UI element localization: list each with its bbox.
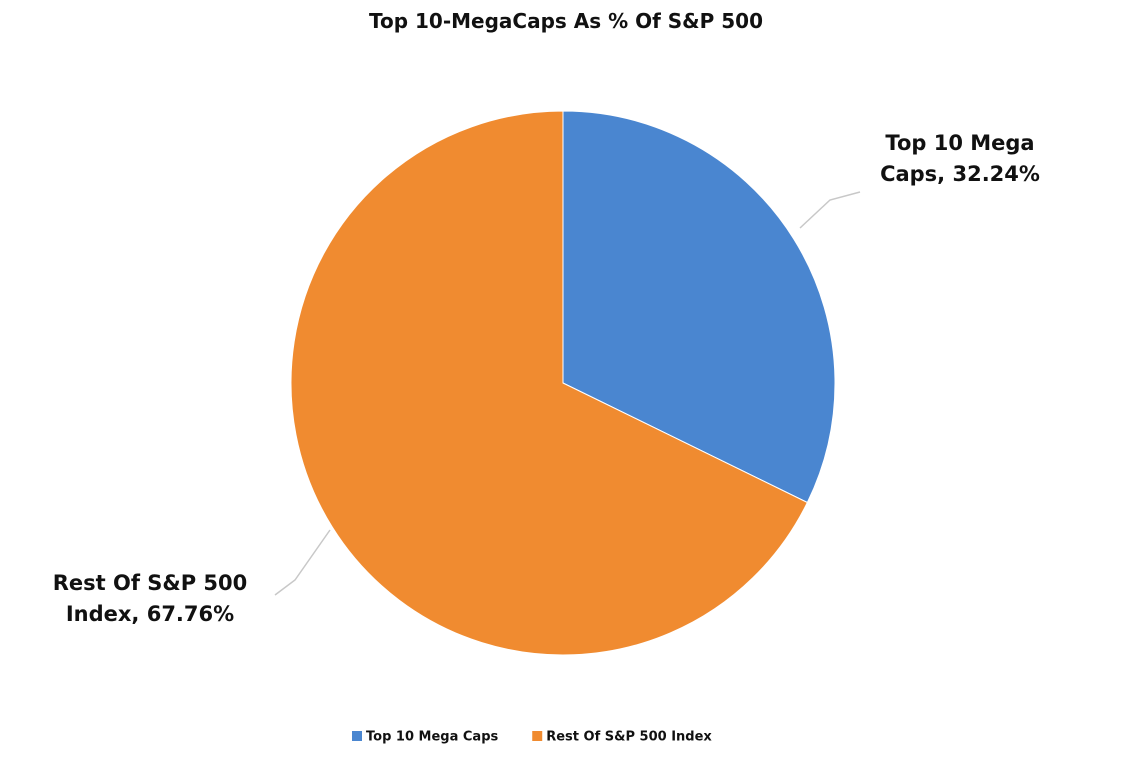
legend-label: Top 10 Mega Caps — [366, 730, 498, 745]
pie-slice — [290, 110, 809, 656]
leader-line — [799, 191, 861, 229]
legend-swatch — [532, 731, 543, 741]
data-label: Rest Of S&P 500 Index, 67.76% — [52, 571, 248, 626]
data-label: Top 10 Mega Caps, 32.24% — [880, 131, 1040, 186]
chart-title: Top 10-MegaCaps As % Of S&P 500 — [369, 9, 763, 33]
pie-slice — [562, 110, 836, 504]
legend: Top 10 Mega Caps Rest Of S&P 500 Index — [352, 730, 712, 745]
legend-swatch — [352, 731, 362, 741]
legend-label: Rest Of S&P 500 Index — [546, 730, 712, 745]
leader-line — [274, 529, 331, 596]
pie — [290, 110, 836, 656]
